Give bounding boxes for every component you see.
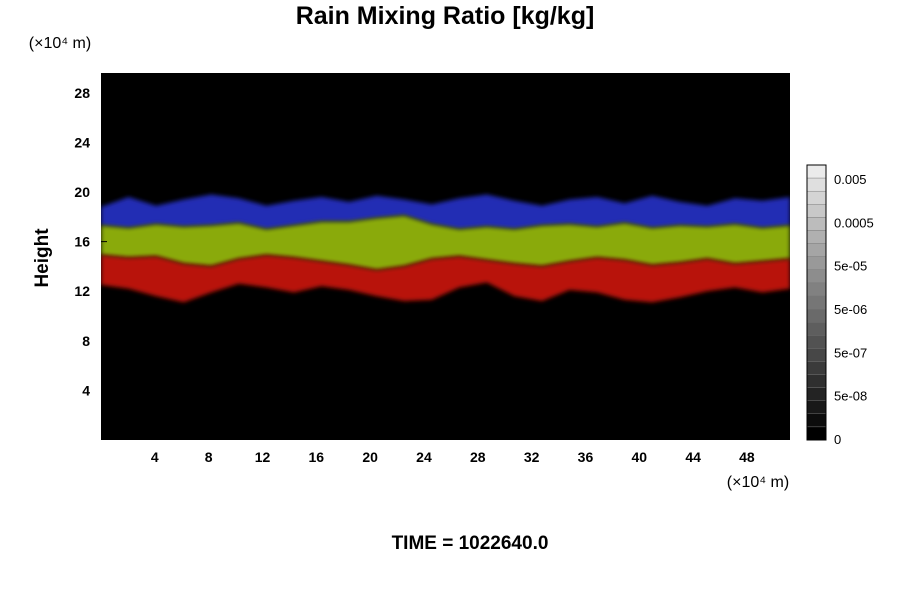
colorbar-segment (806, 282, 827, 297)
x-axis-unit: (×10⁴ m) (727, 474, 789, 491)
colorbar-segment (806, 177, 827, 192)
colorbar-frame (806, 164, 827, 441)
x-tick-label: 8 (205, 449, 213, 465)
colorbar-segment (806, 204, 827, 218)
y-tick-label: 16 (74, 234, 90, 250)
colorbar-segment (806, 217, 827, 231)
colorbar-segment (806, 426, 827, 441)
colorbar-label: 0.0005 (834, 215, 874, 230)
colorbar-label: 5e-05 (834, 259, 867, 274)
x-tick-label: 28 (470, 449, 486, 465)
y-tick-label: 24 (74, 134, 90, 150)
colorbar: 0.005 0.0005 5e-05 5e-06 5e-07 5e-08 0 (806, 164, 874, 447)
x-tick-label: 20 (362, 449, 378, 465)
colorbar-segment (806, 164, 827, 179)
colorbar-segment (806, 295, 827, 310)
data-layer-2 (101, 215, 790, 271)
colorbar-segment (806, 335, 827, 349)
colorbar-segment (806, 243, 827, 257)
data-layer-1 (101, 194, 790, 230)
x-tick-label: 40 (631, 449, 647, 465)
x-tick-label: 4 (151, 449, 159, 465)
colorbar-segment (806, 348, 827, 362)
chart-title: Rain Mixing Ratio [kg/kg] (296, 2, 595, 30)
colorbar-segment (806, 400, 827, 415)
x-tick-label: 44 (685, 449, 701, 465)
time-caption: TIME = 1022640.0 (392, 533, 549, 554)
colorbar-segment (806, 230, 827, 244)
colorbar-label: 5e-07 (834, 345, 867, 360)
colorbar-label: 0.005 (834, 172, 867, 187)
y-tick-label: 12 (74, 283, 90, 299)
colorbar-segment (806, 387, 827, 401)
x-tick-label: 48 (739, 449, 755, 465)
y-tick-label: 20 (74, 184, 90, 200)
x-tick-label: 16 (309, 449, 325, 465)
y-tick-label: 28 (74, 85, 90, 101)
y-tick-label: 4 (82, 382, 90, 398)
colorbar-segment (806, 374, 827, 388)
data-layer-3 (101, 255, 790, 303)
colorbar-segment (806, 413, 827, 428)
colorbar-segment (806, 256, 827, 270)
y-axis-ticks: 4 8 12 16 20 24 28 (74, 85, 107, 398)
colorbar-label: 5e-06 (834, 302, 867, 317)
y-tick-label: 8 (82, 333, 90, 349)
colorbar-segment (806, 361, 827, 375)
x-tick-label: 24 (416, 449, 432, 465)
x-tick-label: 32 (524, 449, 540, 465)
y-axis-label: Height (32, 228, 53, 288)
y-axis-unit: (×10⁴ m) (29, 35, 91, 52)
colorbar-label: 5e-08 (834, 389, 867, 404)
x-tick-label: 36 (578, 449, 594, 465)
colorbar-segment (806, 269, 827, 284)
plot-area (101, 73, 790, 440)
x-tick-label: 12 (255, 449, 271, 465)
colorbar-label: 0 (834, 432, 841, 447)
colorbar-segment (806, 308, 827, 323)
colorbar-segment (806, 190, 827, 205)
colorbar-segment (806, 321, 827, 336)
x-axis-ticks: 4 8 12 16 20 24 28 32 36 40 44 48 (151, 434, 755, 465)
